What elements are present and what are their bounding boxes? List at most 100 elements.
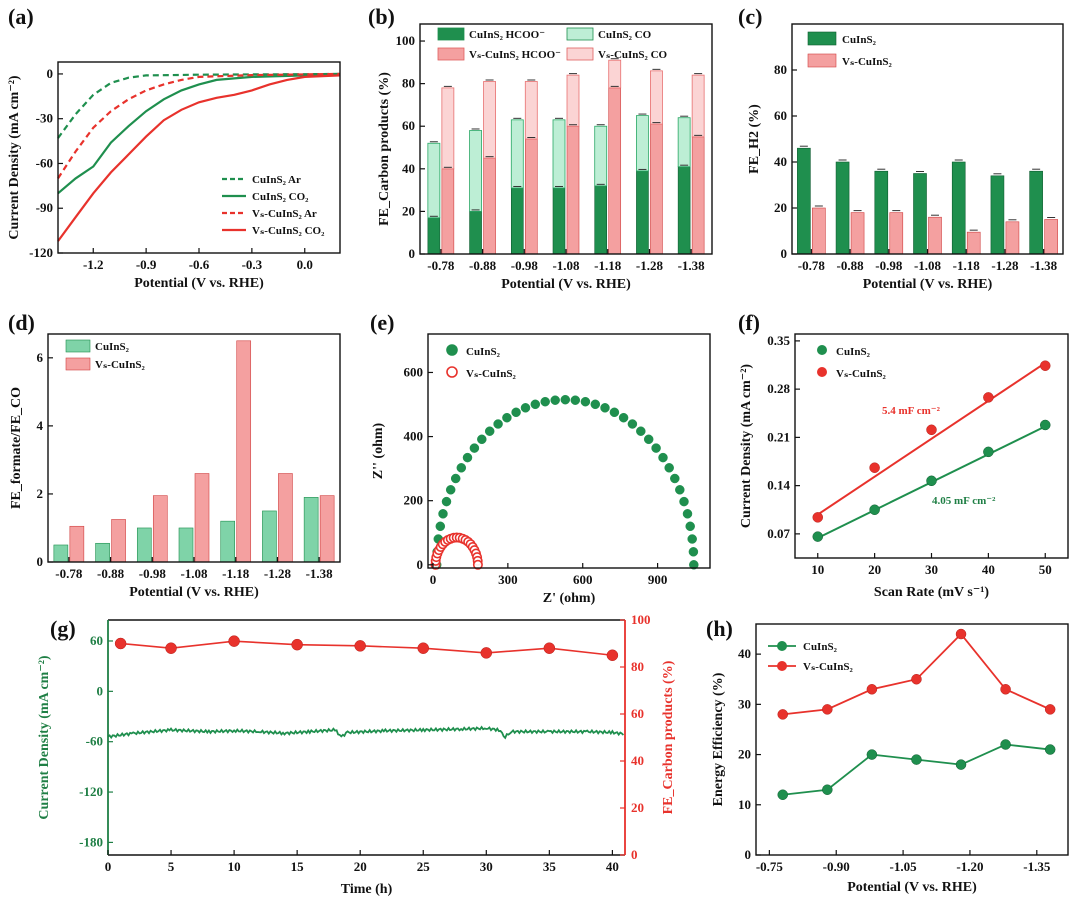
c-x-tick-label: -1.08 [914,258,942,273]
e-legend-label: CuInS₂ [466,346,501,358]
e-data-point [687,534,697,544]
g-x-tick-label: 5 [168,859,175,874]
b-bar [441,168,455,255]
e-legend-label: Vₛ-CuInS₂ [466,368,517,380]
b-bar [594,125,608,187]
f-y-tick-label: 0.14 [767,478,790,493]
b-y-tick-label: 20 [402,203,415,218]
d-bar [262,510,277,563]
a-legend-label: Vₛ-CuInS₂ CO₂ [252,225,325,237]
b-y-tick-label: 80 [402,76,415,91]
c-y-tick-label: 80 [774,62,787,77]
e-data-point [456,463,467,473]
e-data-point [679,496,689,507]
g-y-tick-label: -120 [79,784,103,799]
b-panel-label: (b) [368,4,395,29]
e-y-tick-label: 0 [417,557,424,572]
g-y-tick-label: -180 [79,834,103,849]
h-y-tick-label: 20 [738,747,751,762]
c-bar [966,231,981,255]
d-x-axis-label: Potential (V vs. RHE) [129,585,259,600]
b-legend-label: CuInS₂ CO [598,29,652,41]
f-annotation: 5.4 mF cm⁻² [882,405,941,417]
g-x-tick-label: 10 [228,859,241,874]
f-data-point [926,424,937,436]
e-data-point [689,560,699,570]
a-x-axis-label: Potential (V vs. RHE) [134,276,264,291]
c-plot-frame [791,23,1064,255]
a-y-tick-label: -120 [29,245,53,260]
e-data-point [682,509,693,519]
e-data-point [530,399,541,410]
f-x-tick-label: 20 [868,562,881,577]
b-legend-label: Vₛ-CuInS₂ HCOO⁻ [469,49,561,61]
e-data-point [472,559,483,570]
c-y-tick-label: 0 [781,246,788,261]
e-y-tick-label: 200 [404,493,424,508]
e-data-point [550,395,560,405]
d-bar [236,340,252,563]
d-bar [95,542,110,563]
h-x-tick-label: -1.05 [890,859,918,874]
b-x-axis-label: Potential (V vs. RHE) [501,277,631,292]
h-plot-frame [755,623,1069,856]
g-y2-tick-label: 60 [631,706,644,721]
b-bar [650,123,663,255]
b-bar [677,117,691,168]
d-bar [152,495,168,563]
f-legend-label: Vₛ-CuInS₂ [836,368,887,380]
e-data-point [511,407,521,418]
b-bar [524,81,538,140]
e-panel-label: (e) [370,310,394,335]
c-legend-label: CuInS₂ [842,34,877,46]
f-data-point [812,531,823,542]
e-data-point [590,399,601,410]
e-data-point [685,521,695,532]
g-y-tick-label: 60 [90,633,103,648]
g-y2-tick-label: 20 [631,800,644,815]
a-panel-label: (a) [8,4,34,29]
e-y-axis-label: Z'' (ohm) [371,422,386,479]
e-data-point [484,426,495,436]
b-bar [524,138,538,255]
e-data-point [502,412,512,423]
b-bar [677,166,691,255]
b-y-tick-label: 40 [402,161,415,176]
e-y-tick-label: 400 [404,429,424,444]
h-data-point [911,673,922,685]
e-x-tick-label: 900 [648,572,668,587]
b-y-tick-label: 100 [396,33,416,48]
h-data-point [822,784,833,795]
d-x-tick-label: -0.98 [139,566,167,581]
a-x-tick-label: -1.2 [83,257,104,272]
c-bar [874,170,889,255]
a-series-line [57,73,341,195]
b-bar [691,74,705,138]
c-bar [850,212,865,255]
e-x-axis-label: Z' (ohm) [543,591,596,606]
e-plot-frame [427,333,711,569]
h-panel-label: (h) [706,616,733,641]
d-y-tick-label: 2 [37,486,44,501]
d-bar [303,497,319,563]
b-legend-label: CuInS₂ HCOO⁻ [469,29,545,41]
b-bar [650,70,663,125]
g-current-trace [107,725,625,740]
f-data-point [812,512,823,523]
b-y-tick-label: 0 [409,246,416,261]
b-bar [510,187,524,255]
b-bar [441,87,455,170]
d-legend-swatch [65,357,91,371]
panel-d: (d) -0.78 -0.88 -0.98 -1.08 -1.18 -1.28 -1.38 0 2… [8,310,341,600]
d-bar [53,544,69,563]
h-data-point [866,684,878,695]
f-legend-marker [817,345,827,355]
h-legend-label: Vₛ-CuInS₂ [803,661,854,673]
d-legend-swatch [65,339,91,353]
c-y-tick-label: 40 [774,154,787,169]
d-bar [69,525,85,563]
d-bar [136,527,152,563]
panel-a: (a) -1.2 -0.9 -0.6 -0.3 0.0 0 -30 -60 -90 -120 Pote… [7,4,341,291]
b-bar [552,119,566,189]
f-data-point [983,446,994,458]
